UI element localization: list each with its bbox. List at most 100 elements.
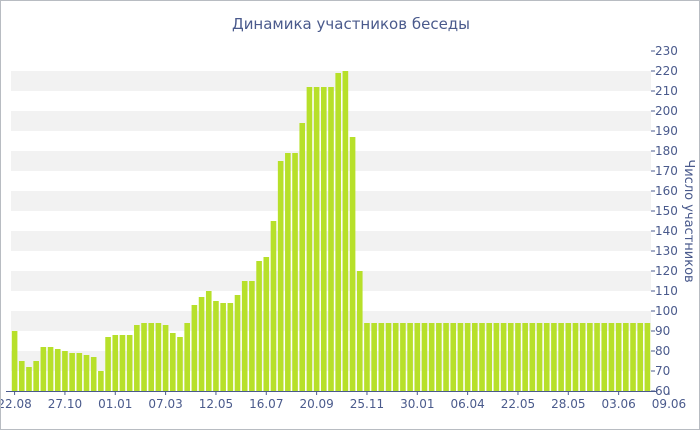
bar bbox=[450, 323, 457, 391]
y-tick-label: 190 bbox=[655, 124, 678, 138]
bar bbox=[378, 323, 385, 391]
bar bbox=[141, 323, 147, 391]
y-tick-label: 200 bbox=[655, 104, 678, 118]
y-tick-label: 90 bbox=[655, 324, 670, 338]
bar bbox=[162, 325, 169, 391]
bar bbox=[472, 323, 478, 391]
bar bbox=[615, 323, 622, 391]
bar bbox=[349, 137, 356, 391]
chart-title: Динамика участников беседы bbox=[232, 15, 470, 33]
y-axis-label: Число участников bbox=[681, 159, 696, 282]
bar bbox=[457, 323, 464, 391]
bar bbox=[328, 87, 334, 391]
bar bbox=[148, 323, 155, 391]
x-tick-label: 01.01 bbox=[98, 397, 132, 411]
grid-band bbox=[11, 71, 651, 91]
bar bbox=[18, 361, 25, 391]
y-tick-label: 70 bbox=[655, 364, 670, 378]
bar bbox=[464, 323, 471, 391]
bar bbox=[33, 361, 39, 391]
bar bbox=[637, 323, 644, 391]
bar bbox=[90, 357, 97, 391]
bar bbox=[270, 221, 277, 391]
bar bbox=[493, 323, 500, 391]
bar-series bbox=[11, 71, 651, 391]
x-tick-label: 12.05 bbox=[199, 397, 233, 411]
y-tick-label: 230 bbox=[655, 44, 678, 58]
bar bbox=[507, 323, 514, 391]
y-tick-label: 160 bbox=[655, 184, 678, 198]
bar bbox=[364, 323, 370, 391]
bar bbox=[400, 323, 406, 391]
bar bbox=[558, 323, 564, 391]
y-tick-label: 180 bbox=[655, 144, 678, 158]
bar bbox=[594, 323, 600, 391]
bar bbox=[119, 335, 126, 391]
x-axis-ticks: 22.08 27.10 01.01 07.03 12.05 16.07 20.09 25.11… bbox=[1, 391, 686, 411]
bar bbox=[241, 281, 248, 391]
y-tick-label: 80 bbox=[655, 344, 670, 358]
x-tick-label: 28.05 bbox=[551, 397, 585, 411]
bar bbox=[414, 323, 421, 391]
x-tick-label: 25.11 bbox=[350, 397, 384, 411]
bar bbox=[335, 73, 341, 391]
bar bbox=[126, 335, 133, 391]
bar bbox=[155, 323, 162, 391]
bar bbox=[299, 123, 306, 391]
bar bbox=[213, 301, 219, 391]
x-tick-label: 07.03 bbox=[148, 397, 182, 411]
bar bbox=[428, 323, 435, 391]
bar bbox=[371, 323, 377, 391]
bar bbox=[234, 295, 241, 391]
bar bbox=[443, 323, 449, 391]
bar bbox=[342, 71, 349, 391]
y-tick-label: 150 bbox=[655, 204, 678, 218]
x-tick-label: 30.01 bbox=[400, 397, 434, 411]
bar bbox=[105, 337, 111, 391]
bar bbox=[184, 323, 190, 391]
bar bbox=[220, 303, 226, 391]
bar bbox=[500, 323, 507, 391]
x-tick-label: 27.10 bbox=[48, 397, 82, 411]
bar bbox=[62, 351, 68, 391]
bar bbox=[69, 353, 75, 391]
bar bbox=[529, 323, 536, 391]
bar bbox=[54, 349, 61, 391]
y-tick-label: 170 bbox=[655, 164, 678, 178]
bar bbox=[205, 291, 212, 391]
bar bbox=[313, 87, 320, 391]
bar bbox=[191, 305, 198, 391]
y-tick-label: 100 bbox=[655, 304, 678, 318]
bar bbox=[486, 323, 493, 391]
bar bbox=[98, 371, 104, 391]
y-tick-label: 110 bbox=[655, 284, 678, 298]
bar bbox=[565, 323, 572, 391]
bar bbox=[536, 323, 543, 391]
bar bbox=[543, 323, 550, 391]
bar bbox=[356, 271, 363, 391]
bar bbox=[306, 87, 313, 391]
bar bbox=[421, 323, 428, 391]
bar bbox=[169, 333, 176, 391]
bar bbox=[285, 153, 291, 391]
y-tick-label: 220 bbox=[655, 64, 678, 78]
bar bbox=[522, 323, 528, 391]
bar bbox=[572, 323, 579, 391]
bar bbox=[277, 161, 284, 391]
bar bbox=[26, 367, 32, 391]
bar bbox=[479, 323, 485, 391]
bar bbox=[601, 323, 608, 391]
bar bbox=[76, 353, 83, 391]
x-tick-label: 22.05 bbox=[501, 397, 535, 411]
bar bbox=[515, 323, 521, 391]
bar bbox=[392, 323, 399, 391]
x-tick-label: 22.08 bbox=[1, 397, 32, 411]
bar bbox=[579, 323, 586, 391]
bar bbox=[385, 323, 392, 391]
x-tick-label: 06.04 bbox=[450, 397, 484, 411]
bar bbox=[436, 323, 442, 391]
bar bbox=[112, 335, 119, 391]
y-axis-ticks: 60 70 80 90 100 110 120 130 140 150 160 170 180 190 20… bbox=[651, 44, 678, 398]
